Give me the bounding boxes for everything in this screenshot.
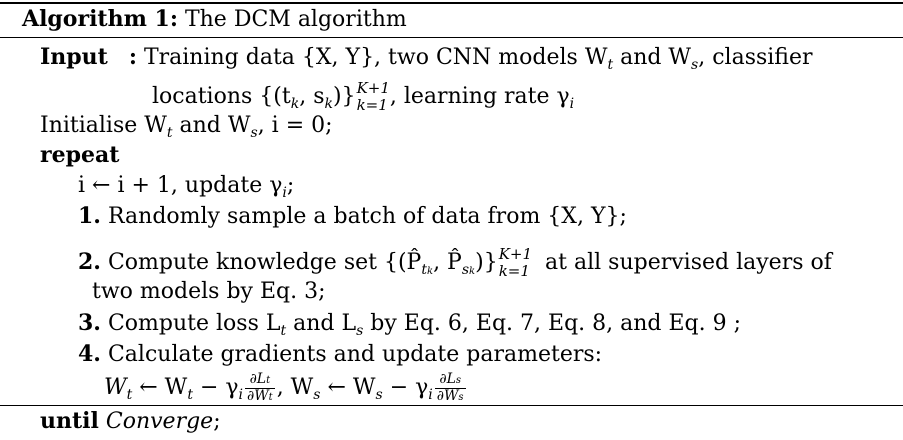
step-3-sub-s: s [356, 323, 364, 339]
f2-den-text: ∂W [436, 387, 459, 404]
fraction-2: ∂Ls ∂Ws [434, 370, 466, 405]
f1-den-text: ∂W [247, 387, 269, 404]
step-2-text-a: Compute knowledge set {(P̂ [107, 250, 422, 275]
step-2-sub-sk: sk [462, 262, 475, 278]
step-1-text: Randomly sample a batch of data from {X,… [107, 204, 627, 229]
init-sub-t: t [166, 125, 173, 141]
subscript-i: i [569, 96, 575, 112]
init-text-c: , i = 0; [257, 113, 333, 138]
subscript-k2: k [324, 96, 333, 112]
algorithm-caption: Algorithm 1: The DCM algorithm [22, 6, 407, 33]
fraction-1: ∂Lt ∂Wt [245, 370, 275, 405]
subscript-s: s [691, 57, 699, 73]
step-2-text-c: )} [475, 250, 498, 275]
update-sub-i: i [282, 185, 287, 201]
f2-num-text: ∂L [439, 370, 456, 387]
eq-arrow-1: ← W [132, 375, 188, 400]
subscript-k1: k [290, 96, 300, 112]
input-text-1: Training data {X, Y}, two CNN models W [143, 45, 608, 70]
until-condition: Converge [105, 409, 214, 434]
step-3-text-b: and L [286, 311, 357, 336]
eq-w: W [104, 375, 127, 400]
step-2-limit-upper: K+1 [498, 245, 533, 263]
fraction-2-den: ∂Ws [435, 387, 466, 405]
step-4-text: Calculate gradients and update parameter… [107, 342, 603, 367]
sub-s-letter: s [461, 262, 470, 278]
input-line-2: locations {(tk, sk)} K+1 k=1, learning rat… [152, 80, 574, 117]
input-colon: : [128, 44, 137, 70]
input-tail: , classifier [698, 45, 813, 70]
sub-k-letter: k [427, 266, 434, 277]
step-1: 1. Randomly sample a batch of data from … [78, 203, 627, 230]
fraction-1-num: ∂Lt [245, 370, 275, 389]
step-3: 3. Compute loss Lt and Ls by Eq. 6, Eq. … [78, 310, 741, 344]
step-2-text-b: , P̂ [433, 250, 462, 275]
locations-sep: , s [299, 84, 325, 109]
step-3-text-c: by Eq. 6, Eq. 7, Eq. 8, and Eq. 9 ; [363, 311, 742, 336]
f2-den-sub: s [458, 391, 464, 403]
init-text-a: Initialise W [40, 113, 167, 138]
init-sub-s: s [250, 125, 258, 141]
step-2-text-d: at all supervised layers of [545, 250, 832, 275]
step-3-sub-t: t [280, 323, 287, 339]
update-text: i ← i + 1, update γ [78, 173, 283, 198]
caption-rule [0, 37, 903, 38]
update-line: i ← i + 1, update γi; [78, 173, 294, 206]
step-1-number: 1. [78, 203, 101, 229]
top-rule [0, 2, 903, 4]
sub-t-letter: t [421, 262, 427, 278]
step-2-limits: K+1 k=1 [499, 246, 532, 280]
f1-den-sub: t [268, 391, 273, 403]
f1-num-sub: t [266, 374, 271, 386]
input-line-1: Input : Training data {X, Y}, two CNN mo… [40, 44, 813, 78]
step-2-limit-lower: k=1 [498, 262, 530, 280]
eq-sub-s2: s [375, 387, 383, 403]
step-3-text-a: Compute loss L [107, 311, 281, 336]
eq-sub-t2: t [187, 387, 193, 403]
update-tail: ; [286, 173, 295, 198]
step-4-number: 4. [78, 341, 101, 367]
init-line: Initialise Wt and Ws, i = 0; [40, 113, 333, 146]
step-3-number: 3. [78, 310, 101, 336]
step-2-sub-tk: tk [421, 262, 433, 278]
eq-arrow-2: ← W [320, 375, 376, 400]
repeat-keyword: repeat [40, 142, 120, 168]
subscript-t: t [607, 57, 614, 73]
limit-upper: K+1 [356, 79, 390, 97]
step-2-continued: two models by Eq. 3; [92, 279, 326, 304]
eq-minus-2: − γ [382, 375, 429, 400]
fraction-1-den: ∂Wt [245, 387, 275, 405]
until-tail: ; [213, 409, 221, 434]
eq-sub-t1: t [126, 387, 133, 403]
eq-sub-s1: s [313, 387, 321, 403]
eq-sep: , W [276, 375, 314, 400]
init-text-b: and W [172, 113, 251, 138]
learning-rate-text: , learning rate γ [389, 84, 570, 109]
locations-text: locations {(t [152, 84, 291, 109]
input-keyword: Input [40, 44, 108, 70]
update-equation: Wt ← Wt − γi ∂Lt ∂Wt, Ws ← Ws − γi ∂Ls ∂Ws [104, 371, 468, 412]
until-keyword: until [40, 408, 99, 434]
locations-close: )} [332, 84, 356, 109]
input-and: and W [613, 45, 692, 70]
eq-sub-i2: i [428, 387, 433, 403]
f2-num-sub: s [455, 374, 462, 386]
sub-k-letter-2: k [469, 266, 476, 277]
step-2-number: 2. [78, 249, 101, 275]
f1-num-text: ∂L [249, 370, 267, 387]
eq-minus-1: − γ [192, 375, 239, 400]
until-line: until Converge; [40, 408, 221, 435]
limit-lower: k=1 [356, 96, 388, 114]
eq-sub-i1: i [238, 387, 244, 403]
fraction-2-num: ∂Ls [434, 370, 466, 389]
algorithm-title: The DCM algorithm [184, 7, 407, 32]
bottom-rule [0, 405, 903, 406]
locations-limits: K+1 k=1 [357, 80, 390, 114]
step-2: 2. Compute knowledge set {(P̂tk, P̂sk)} K… [78, 246, 832, 285]
algorithm-label: Algorithm 1: [22, 6, 178, 32]
step-4: 4. Calculate gradients and update parame… [78, 341, 602, 368]
